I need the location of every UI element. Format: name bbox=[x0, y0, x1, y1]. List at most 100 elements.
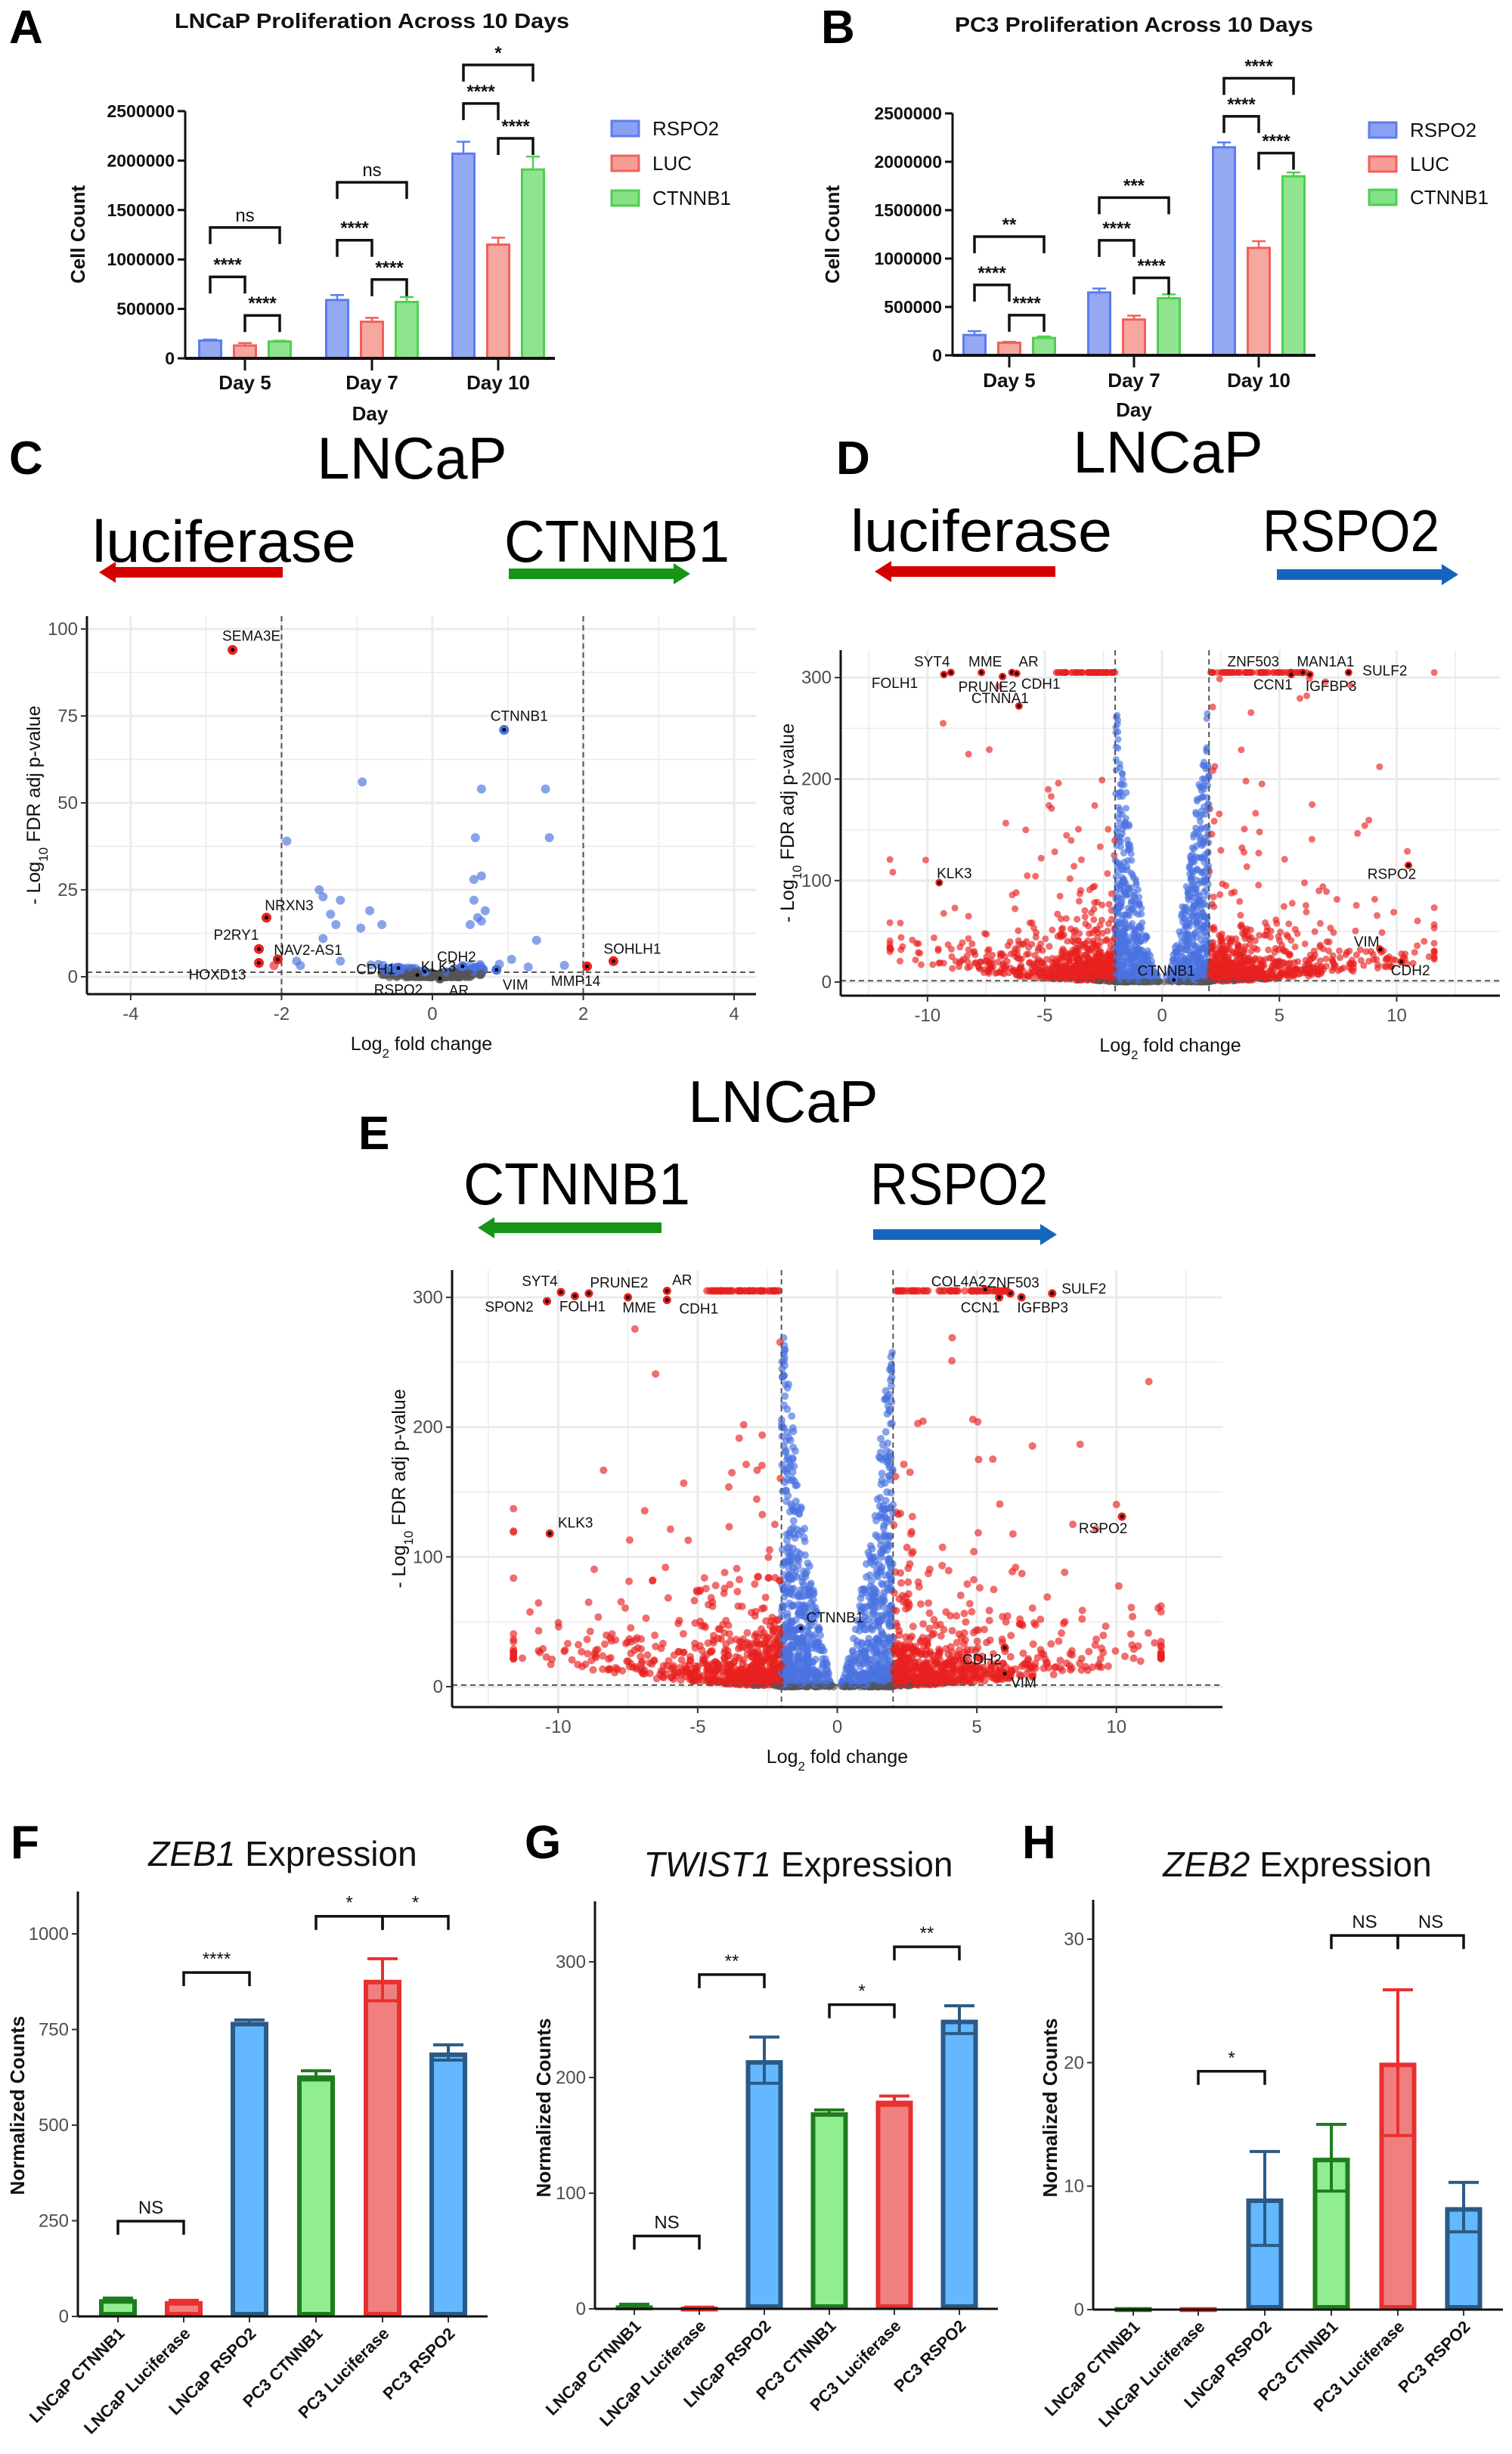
points-layer bbox=[269, 777, 569, 982]
volcano-point bbox=[1311, 928, 1318, 935]
volcano-point bbox=[1114, 863, 1121, 870]
volcano-point bbox=[1022, 826, 1030, 834]
volcano-point bbox=[1188, 844, 1196, 851]
volcano-point bbox=[968, 940, 976, 947]
volcano-point bbox=[886, 948, 894, 956]
volcano-point bbox=[696, 1617, 705, 1625]
volcano-point bbox=[1316, 941, 1324, 949]
volcano-point bbox=[1296, 695, 1303, 702]
volcano-point bbox=[792, 1497, 800, 1505]
volcano-point bbox=[1117, 806, 1124, 813]
volcano-point bbox=[1032, 872, 1040, 880]
significance-label: **** bbox=[1137, 256, 1166, 276]
gene-marker bbox=[415, 973, 420, 978]
volcano-point bbox=[314, 885, 324, 895]
gene-label: CDH2 bbox=[437, 950, 476, 965]
volcano-point bbox=[989, 1455, 997, 1464]
volcano-point bbox=[469, 895, 479, 905]
volcano-point bbox=[879, 1524, 888, 1532]
volcano-point bbox=[1074, 937, 1082, 944]
volcano-point bbox=[1223, 669, 1231, 677]
volcano-point bbox=[1241, 848, 1248, 856]
volcano-point bbox=[1116, 789, 1123, 796]
volcano-point bbox=[1117, 838, 1125, 845]
volcano-point bbox=[1404, 847, 1411, 855]
volcano-point bbox=[1315, 887, 1323, 894]
volcano-point bbox=[953, 1638, 961, 1647]
volcano-point bbox=[331, 920, 341, 930]
volcano-point bbox=[985, 970, 993, 978]
volcano-point bbox=[1117, 968, 1125, 976]
y-tick-label: 2500000 bbox=[107, 101, 175, 121]
volcano-point bbox=[1081, 913, 1089, 921]
volcano-point bbox=[1020, 968, 1027, 975]
volcano-point bbox=[735, 1434, 743, 1442]
volcano-point bbox=[1334, 967, 1342, 974]
volcano-point bbox=[1209, 669, 1216, 677]
volcano-point bbox=[1056, 1656, 1064, 1665]
volcano-point bbox=[1126, 950, 1133, 958]
volcano-point bbox=[1256, 931, 1263, 939]
volcano-point bbox=[987, 1659, 995, 1668]
volcano-point bbox=[1374, 961, 1382, 968]
volcano-point bbox=[1362, 948, 1370, 956]
volcano-point bbox=[1019, 1649, 1027, 1657]
volcano-point bbox=[1252, 810, 1259, 817]
volcano-point bbox=[1148, 957, 1155, 965]
volcano-point bbox=[708, 1598, 717, 1607]
volcano-point bbox=[1421, 937, 1428, 945]
volcano-point bbox=[1258, 780, 1266, 788]
x-axis-title: Log2 fold change bbox=[351, 1033, 492, 1061]
volcano-point bbox=[542, 1653, 550, 1661]
volcano-point bbox=[934, 945, 942, 953]
bar-luc bbox=[233, 344, 257, 360]
volcano-point bbox=[599, 1652, 607, 1660]
volcano-point bbox=[1089, 937, 1097, 945]
volcano-point bbox=[1092, 1525, 1100, 1533]
volcano-point bbox=[1134, 956, 1142, 964]
volcano-point bbox=[963, 1580, 971, 1588]
volcano-point bbox=[1119, 863, 1126, 870]
gene-label: CDH1 bbox=[1021, 677, 1061, 693]
volcano-point bbox=[1046, 974, 1053, 982]
volcano-point bbox=[1034, 947, 1042, 954]
volcano-point bbox=[1201, 834, 1209, 841]
volcano-point bbox=[914, 1419, 922, 1427]
volcano-point bbox=[1111, 1647, 1120, 1655]
volcano-point bbox=[469, 875, 479, 885]
cell-line-title: LNCaP bbox=[688, 1068, 878, 1135]
volcano-point bbox=[1023, 951, 1030, 959]
gene-label: AR bbox=[1018, 655, 1038, 671]
volcano-point bbox=[1012, 889, 1020, 897]
volcano-point bbox=[1032, 934, 1040, 941]
volcano-point bbox=[523, 962, 533, 972]
gene-marker bbox=[264, 916, 268, 920]
significance-label: ** bbox=[1002, 215, 1017, 235]
panel-label: D bbox=[836, 432, 870, 485]
volcano-point bbox=[642, 1614, 650, 1622]
volcano-point bbox=[1210, 893, 1217, 900]
chart-title: PC3 Proliferation Across 10 Days bbox=[955, 13, 1313, 36]
volcano-point bbox=[778, 1545, 786, 1554]
volcano-point bbox=[720, 1568, 729, 1576]
volcano-point bbox=[1006, 1653, 1015, 1661]
volcano-point bbox=[470, 833, 480, 843]
y-tick-label: 75 bbox=[57, 706, 78, 727]
volcano-point bbox=[949, 965, 956, 972]
volcano-point bbox=[1208, 830, 1216, 838]
volcano-point bbox=[1070, 863, 1078, 870]
volcano-point bbox=[1128, 905, 1136, 913]
comparison-right-label: RSPO2 bbox=[870, 1151, 1048, 1217]
significance-label: **** bbox=[1102, 218, 1131, 239]
volcano-point bbox=[1123, 971, 1131, 978]
volcano-point bbox=[1247, 947, 1255, 955]
volcano-point bbox=[987, 963, 994, 971]
significance-label: **** bbox=[501, 116, 530, 137]
volcano-point bbox=[1122, 890, 1129, 897]
volcano-point bbox=[1107, 976, 1114, 984]
volcano-point bbox=[1211, 763, 1219, 770]
volcano-point bbox=[366, 960, 376, 970]
gene-marker bbox=[423, 969, 427, 974]
panel-label: E bbox=[358, 1108, 389, 1160]
volcano-point bbox=[476, 871, 486, 881]
